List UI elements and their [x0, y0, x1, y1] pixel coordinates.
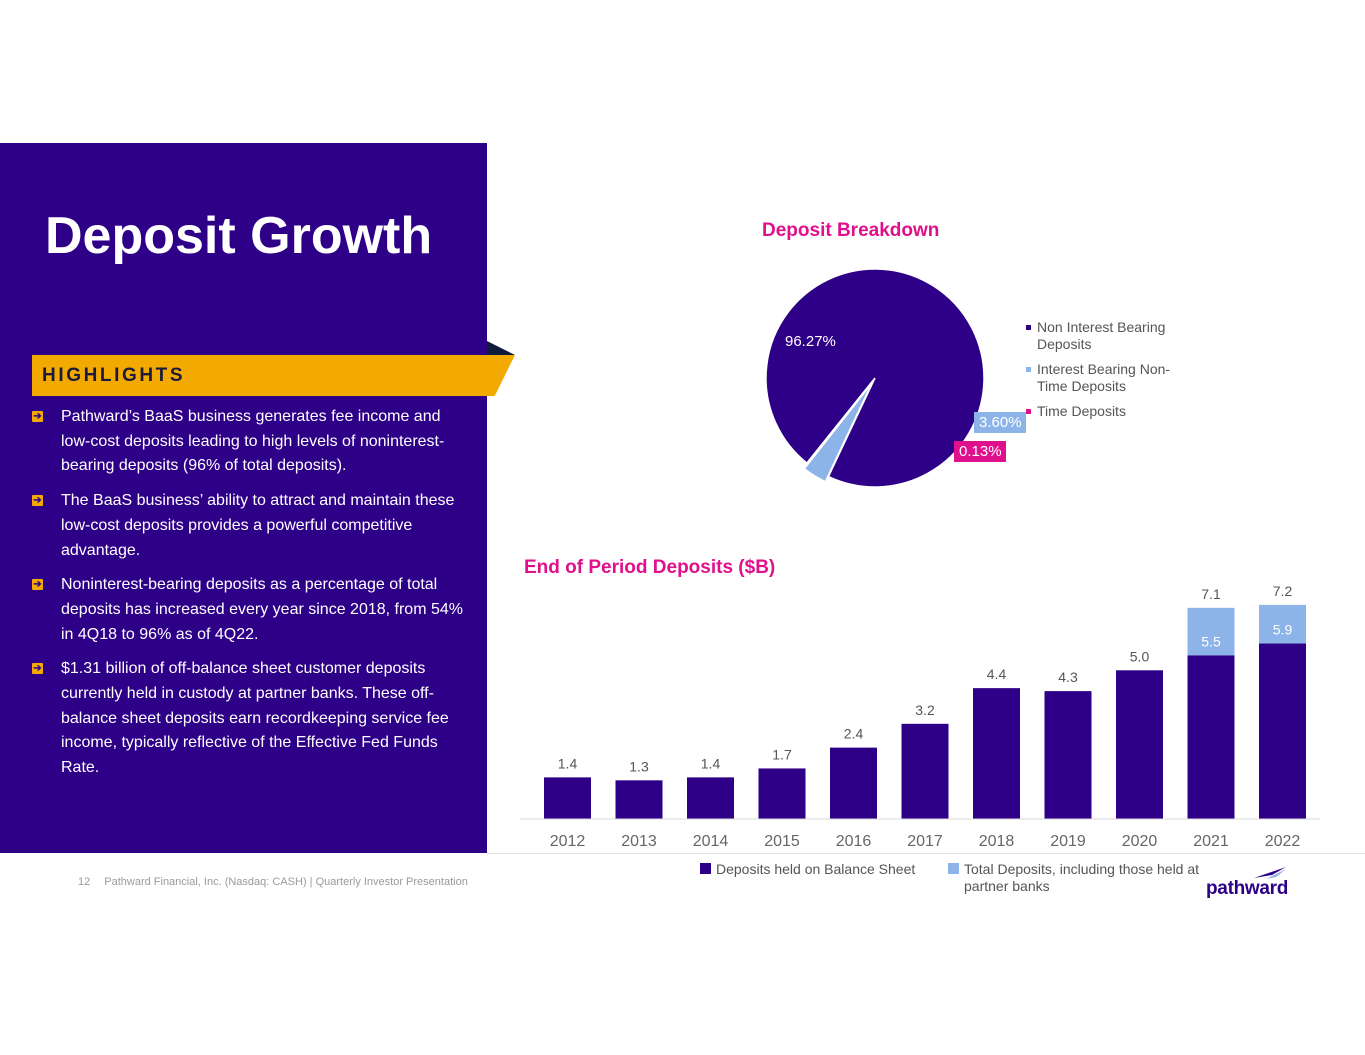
highlights-banner-notch [487, 341, 515, 355]
pie-slice [802, 382, 872, 470]
x-tick-label: 2022 [1265, 833, 1301, 850]
x-tick-label: 2019 [1050, 833, 1086, 850]
legend-swatch [1026, 325, 1031, 330]
bar-total-label: 7.2 [1273, 585, 1293, 599]
pathward-swoosh-icon [1254, 867, 1286, 879]
end-of-period-deposits-bar-chart: 1.4 2012 1.3 2013 1.4 2014 1.7 2015 2.4 2016 3.2 20… [520, 585, 1320, 850]
highlight-item: ➔ Pathward’s BaaS business generates fee… [32, 405, 472, 479]
left-panel [0, 143, 487, 853]
pie-legend: Non Interest Bearing Deposits Interest B… [1026, 319, 1186, 428]
pie-data-label: 3.60% [979, 414, 1022, 431]
bar-legend: Deposits held on Balance Sheet Total Dep… [700, 861, 1220, 901]
legend-label: Non Interest Bearing Deposits [1037, 319, 1166, 352]
highlight-text: Pathward’s BaaS business generates fee i… [61, 408, 445, 475]
bar [544, 777, 591, 819]
arrow-right-icon: ➔ [32, 663, 43, 675]
highlight-text: The BaaS business’ ability to attract an… [61, 492, 455, 559]
pathward-logo: pathward [1206, 866, 1296, 900]
highlight-item: ➔ $1.31 billion of off-balance sheet cus… [32, 657, 472, 781]
bar-value-label: 1.3 [629, 758, 649, 774]
footer-text: Pathward Financial, Inc. (Nasdaq: CASH) … [104, 876, 468, 888]
pie-chart-title: Deposit Breakdown [762, 220, 940, 241]
legend-swatch [1026, 409, 1031, 414]
bar [687, 777, 734, 819]
pie-label-background [954, 441, 1006, 462]
pie-data-label: 0.13% [959, 443, 1002, 460]
bar-value-label: 5.5 [1201, 633, 1221, 649]
bar-legend-item: Deposits held on Balance Sheet [700, 861, 936, 878]
x-tick-label: 2013 [621, 833, 657, 850]
bar [901, 723, 949, 819]
highlights-banner: HIGHLIGHTS [32, 355, 515, 396]
bar-value-label: 4.3 [1058, 669, 1078, 685]
x-tick-label: 2015 [764, 833, 800, 850]
arrow-right-icon: ➔ [32, 411, 43, 422]
bar-value-label: 2.4 [844, 726, 864, 742]
x-tick-label: 2021 [1193, 833, 1229, 850]
legend-label: Interest Bearing Non-Time Deposits [1037, 361, 1171, 394]
pie-legend-item: Non Interest Bearing Deposits [1026, 319, 1186, 353]
highlight-item: ➔ The BaaS business’ ability to attract … [32, 489, 472, 563]
logo-wordmark: pathward [1206, 878, 1289, 899]
legend-label: Time Deposits [1037, 403, 1126, 419]
legend-swatch [1026, 367, 1031, 372]
highlight-text: $1.31 billion of off-balance sheet custo… [61, 660, 449, 777]
footer-divider [487, 853, 1365, 854]
arrow-right-icon: ➔ [32, 579, 43, 591]
x-tick-label: 2016 [836, 833, 872, 850]
bar-value-label: 5.0 [1130, 648, 1150, 664]
pie-data-label: 96.27% [785, 333, 836, 350]
pie-label-background [974, 412, 1026, 433]
bar-total-label: 7.1 [1201, 586, 1221, 602]
legend-label: Deposits held on Balance Sheet [716, 861, 916, 877]
x-tick-label: 2012 [550, 833, 586, 850]
bar-total [1259, 604, 1306, 644]
pie-legend-item: Interest Bearing Non-Time Deposits [1026, 361, 1186, 395]
bar-value-label: 1.7 [772, 746, 792, 762]
footer: 12 Pathward Financial, Inc. (Nasdaq: CASH… [78, 876, 468, 888]
x-tick-label: 2014 [693, 833, 729, 850]
bar [830, 747, 877, 819]
x-tick-label: 2020 [1122, 833, 1158, 850]
legend-label: Total Deposits, including those held at … [964, 861, 1200, 894]
bar-total [1187, 607, 1235, 656]
bar-value-label: 5.9 [1273, 622, 1293, 638]
bar [973, 688, 1020, 819]
bar [1187, 655, 1235, 819]
bar [758, 768, 806, 819]
bar-chart-title: End of Period Deposits ($B) [524, 557, 776, 578]
deposit-breakdown-pie-chart: 96.27% 3.60% 0.13% [765, 268, 1026, 488]
x-tick-label: 2018 [979, 833, 1015, 850]
highlights-label: HIGHLIGHTS [42, 365, 186, 386]
pie-slice [765, 268, 985, 488]
bar [1259, 643, 1306, 819]
pie-legend-item: Time Deposits [1026, 403, 1186, 420]
bar-value-label: 1.4 [558, 755, 578, 771]
legend-swatch [948, 863, 959, 874]
arrow-right-icon: ➔ [32, 495, 43, 507]
highlights-list: ➔ Pathward’s BaaS business generates fee… [32, 405, 472, 791]
bar [1116, 670, 1163, 819]
highlight-text: Noninterest-bearing deposits as a percen… [61, 576, 463, 643]
legend-swatch [700, 863, 711, 874]
bar [1044, 691, 1092, 819]
x-tick-label: 2017 [907, 833, 943, 850]
bar-value-label: 3.2 [915, 702, 935, 718]
page-number: 12 [78, 876, 91, 888]
highlight-item: ➔ Noninterest-bearing deposits as a perc… [32, 573, 472, 647]
bar-value-label: 4.4 [987, 666, 1007, 682]
bar [615, 780, 663, 819]
bar-value-label: 1.4 [701, 755, 721, 771]
bar-legend-item: Total Deposits, including those held at … [948, 861, 1204, 895]
page-title: Deposit Growth [45, 207, 433, 265]
